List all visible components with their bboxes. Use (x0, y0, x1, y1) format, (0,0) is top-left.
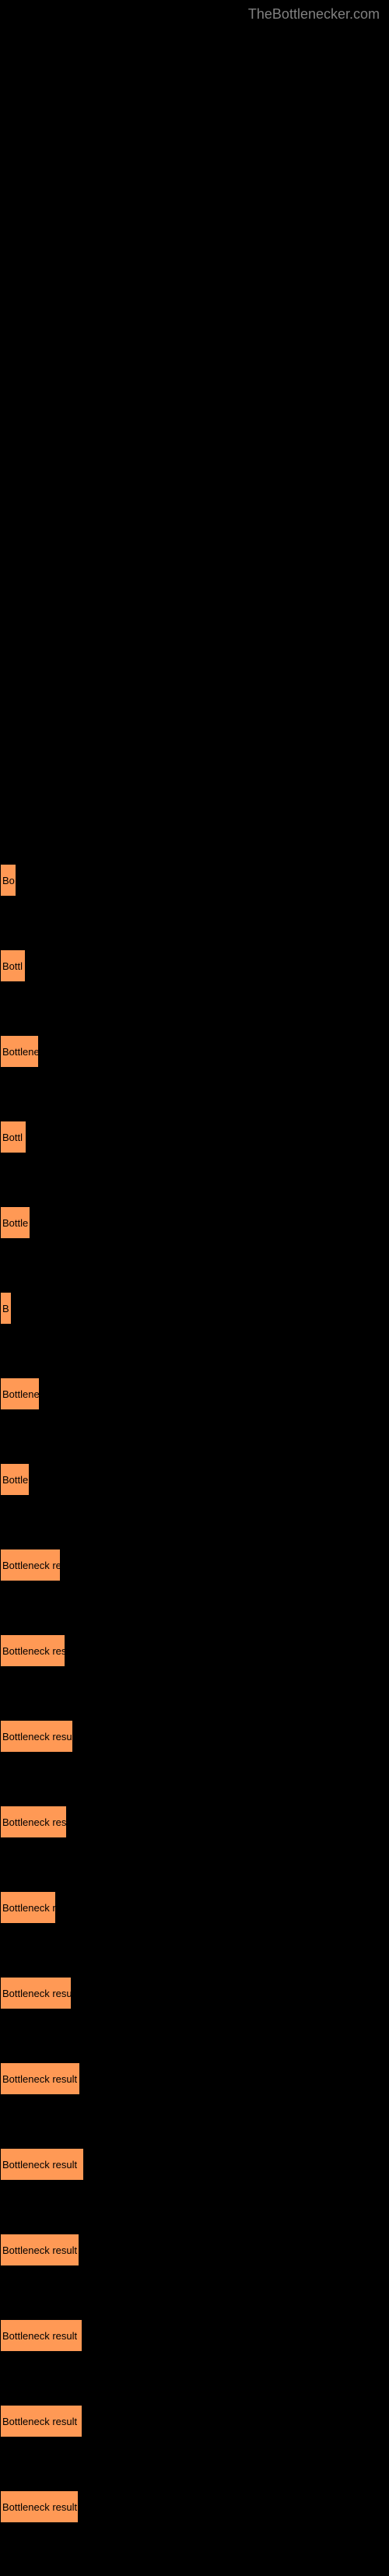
bar-label: Bottleneck result (2, 2416, 77, 2427)
bar-row: Bottleneck resul (0, 1720, 389, 1806)
bar-row: Bottleneck result (0, 2319, 389, 2405)
bar-label: Bottleneck result (2, 2159, 77, 2171)
chart-bar: Bottleneck re (0, 1549, 61, 1581)
bar-label: Bo (2, 875, 15, 886)
bar-label: Bottlene (2, 1388, 40, 1400)
bar-label: Bottleneck res (2, 1816, 66, 1828)
bar-label: Bottl (2, 1132, 23, 1143)
chart-bar: Bottl (0, 1121, 26, 1153)
bar-row: Bottle (0, 1206, 389, 1292)
bar-row: Bottleneck result (0, 2148, 389, 2234)
bar-label: Bottl (2, 960, 23, 972)
chart-bar: Bottleneck resul (0, 1720, 73, 1753)
chart-bar: Bottl (0, 949, 26, 982)
chart-bar: Bottlene (0, 1035, 39, 1068)
bar-row: Bottleneck re (0, 1549, 389, 1634)
chart-bar: Bottleneck res (0, 1634, 65, 1667)
bar-label: B (2, 1303, 9, 1314)
bar-row: Bo (0, 864, 389, 949)
chart-bar: Bo (0, 864, 16, 897)
bar-row: Bottleneck r (0, 1891, 389, 1977)
bar-row: Bottleneck result (0, 2234, 389, 2319)
chart-bar: Bottleneck result (0, 2319, 82, 2352)
bar-row: Bottleneck result (0, 2490, 389, 2576)
chart-bar: B (0, 1292, 12, 1325)
bar-label: Bottleneck re (2, 1560, 61, 1571)
chart-bar: Bottle (0, 1206, 30, 1239)
bar-label: Bottle (2, 1474, 28, 1486)
bar-row: Bottleneck result (0, 2062, 389, 2148)
bar-row: Bottl (0, 1121, 389, 1206)
bar-label: Bottleneck result (2, 2244, 77, 2256)
bar-label: Bottleneck result (2, 2330, 77, 2342)
bar-label: Bottleneck resul (2, 1731, 73, 1742)
chart-bar: Bottleneck r (0, 1891, 56, 1924)
chart-bar: Bottleneck resu (0, 1977, 72, 2009)
bar-row: Bottlene (0, 1035, 389, 1121)
bar-label: Bottleneck r (2, 1902, 56, 1914)
chart-bar: Bottleneck result (0, 2405, 82, 2437)
chart-bar: Bottleneck result (0, 2234, 79, 2266)
bar-label: Bottleneck res (2, 1645, 65, 1657)
bar-row: Bottlene (0, 1377, 389, 1463)
bar-chart: Bo Bottl Bottlene Bottl Bottle B Bottlen… (0, 0, 389, 2576)
bar-row: Bottl (0, 949, 389, 1035)
chart-bar: Bottleneck result (0, 2148, 84, 2181)
bar-label: Bottle (2, 1217, 28, 1229)
bar-row: B (0, 1292, 389, 1377)
chart-bar: Bottlene (0, 1377, 40, 1410)
chart-bar: Bottle (0, 1463, 30, 1496)
bar-label: Bottleneck result (2, 2501, 77, 2513)
bar-row: Bottleneck result (0, 2405, 389, 2490)
bar-row: Bottle (0, 1463, 389, 1549)
chart-bar: Bottleneck result (0, 2062, 80, 2095)
chart-bar: Bottleneck result (0, 2490, 79, 2523)
bar-row: Bottleneck res (0, 1634, 389, 1720)
bar-label: Bottleneck resu (2, 1988, 72, 1999)
bar-label: Bottleneck result (2, 2073, 77, 2085)
bar-row: Bottleneck res (0, 1806, 389, 1891)
chart-bar: Bottleneck res (0, 1806, 67, 1838)
bar-label: Bottlene (2, 1046, 39, 1058)
bar-row: Bottleneck resu (0, 1977, 389, 2062)
